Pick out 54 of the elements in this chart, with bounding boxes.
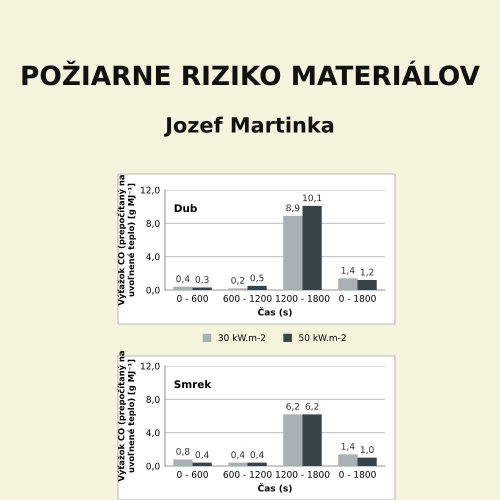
x-tick-label: 1200 - 1800: [276, 295, 330, 302]
x-tick-label: 1200 - 1800: [276, 471, 330, 478]
y-tick-label: 8,0: [146, 396, 160, 404]
annotation: Dub: [174, 204, 197, 212]
y-tick-label: 4,0: [146, 429, 160, 438]
bar: [173, 459, 192, 466]
bar: [248, 462, 267, 466]
bar: [173, 286, 192, 290]
y-tick-label: 0,0: [146, 462, 160, 470]
data-label: 10,1: [303, 194, 322, 202]
annotation: Smrek: [174, 380, 212, 388]
data-label: 6,2: [306, 402, 318, 411]
y-axis-title: Výťažok CO (prepočítaný na uvoľnené teplo) [g MJ⁻¹]: [118, 351, 136, 482]
x-axis-title: Čas (s): [258, 307, 292, 317]
x-tick-label: 0 - 600: [177, 471, 208, 478]
y-tick-label: 12,0: [141, 362, 160, 370]
chart-subtitle: Jozef Martinka: [164, 116, 334, 137]
chart-title: POŽIARNE RIZIKO MATERIÁLOV: [22, 60, 480, 86]
data-label: 1,0: [360, 446, 374, 454]
data-label: 0,4: [176, 275, 190, 284]
bar: [248, 286, 267, 290]
data-label: 0,4: [196, 451, 209, 460]
y-tick-label: 4,0: [146, 253, 160, 262]
data-label: 0,3: [196, 276, 209, 284]
bar: [338, 278, 358, 290]
bar: [302, 206, 322, 290]
data-label: 0,4: [250, 451, 264, 460]
data-label: 0,8: [176, 448, 190, 456]
bar: [358, 458, 377, 466]
data-label: 0,5: [250, 274, 264, 282]
x-tick-label: 0 - 600: [177, 295, 208, 302]
data-label: 6,2: [286, 402, 300, 411]
data-label: 1,4: [342, 443, 355, 451]
y-tick-label: 0,0: [146, 286, 160, 294]
y-tick-label: 12,0: [141, 186, 160, 194]
legend-label: 30 kW.m-2: [218, 334, 266, 342]
x-tick-label: 600 - 1200: [224, 295, 272, 302]
x-axis-title: Čas (s): [258, 483, 292, 493]
data-label: 0,4: [231, 451, 245, 460]
legend-label: 50 kW.m-2: [299, 334, 346, 342]
data-label: 1,2: [360, 268, 374, 276]
x-tick-label: 0 - 1800: [339, 471, 376, 478]
bar: [358, 280, 377, 290]
data-label: 1,4: [342, 267, 355, 275]
y-axis-title: Výťažok CO (prepočítaný na uvoľnené teplo) [g MJ⁻¹]: [118, 175, 136, 306]
x-tick-label: 0 - 1800: [339, 295, 376, 302]
x-tick-label: 600 - 1200: [224, 471, 272, 478]
bar: [192, 462, 212, 466]
data-label: 0,2: [231, 276, 244, 285]
bar: [338, 454, 358, 466]
bar: [302, 414, 322, 466]
bar: [228, 462, 248, 466]
y-tick-label: 8,0: [146, 220, 160, 228]
data-label: 8,9: [286, 204, 300, 212]
